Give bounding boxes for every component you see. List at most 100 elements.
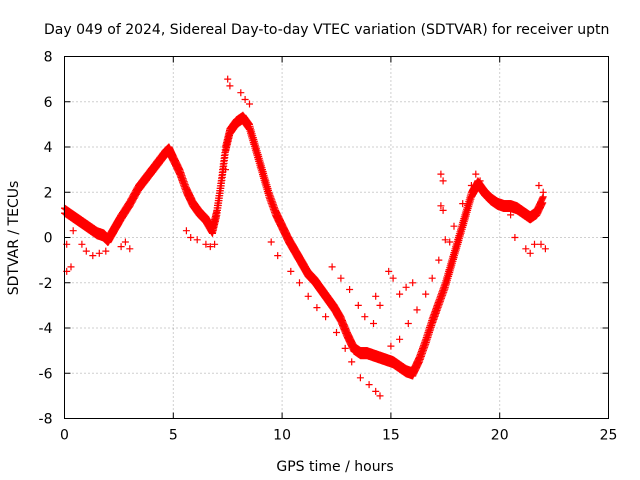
data-point — [511, 234, 519, 241]
data-point — [537, 240, 545, 248]
data-point — [376, 392, 384, 400]
data-point — [337, 274, 345, 282]
chart-title: Day 049 of 2024, Sidereal Day-to-day VTE… — [44, 22, 609, 38]
data-point — [313, 304, 321, 312]
axis-ticks: 0 5 10 15 20 25 -8 -6 -4 -2 0 2 4 6 8 — [39, 50, 618, 444]
data-point — [372, 387, 380, 395]
data-point — [287, 267, 295, 275]
data-point — [328, 263, 336, 271]
data-point — [296, 279, 303, 287]
y-tick-label: -8 — [39, 412, 53, 428]
data-point — [376, 301, 384, 309]
x-tick-label: 5 — [169, 428, 178, 444]
data-point — [346, 286, 354, 293]
data-point — [348, 358, 356, 366]
data-point — [226, 82, 234, 90]
data-point — [222, 166, 229, 174]
data-point — [437, 202, 445, 210]
data-point — [396, 290, 404, 298]
data-point — [522, 245, 530, 253]
data-point — [396, 335, 404, 343]
y-tick-label: 6 — [44, 95, 53, 111]
data-point — [333, 329, 340, 336]
x-tick-label: 0 — [60, 428, 69, 444]
data-point — [422, 290, 430, 298]
data-point — [437, 170, 445, 178]
y-tick-label: 2 — [44, 185, 53, 201]
data-point — [361, 313, 369, 321]
data-point — [404, 320, 412, 327]
y-tick-label: 8 — [44, 50, 53, 66]
data-points — [61, 75, 549, 400]
data-point — [121, 238, 129, 246]
data-point — [237, 89, 245, 97]
y-tick-label: -6 — [39, 366, 53, 382]
data-point — [446, 238, 454, 246]
data-point — [439, 206, 447, 214]
data-point — [304, 292, 312, 300]
data-point — [69, 227, 77, 235]
data-point — [450, 222, 458, 230]
x-tick-label: 20 — [491, 428, 509, 444]
x-tick-label: 25 — [600, 428, 618, 444]
data-point — [193, 236, 201, 244]
data-point — [78, 240, 86, 248]
data-point — [126, 245, 134, 253]
data-point — [541, 245, 549, 253]
data-point — [491, 197, 499, 205]
data-point — [211, 240, 219, 248]
grid-lines — [64, 56, 609, 419]
data-point — [531, 240, 538, 248]
data-point — [539, 199, 547, 207]
data-point — [202, 240, 210, 248]
data-point — [535, 182, 543, 189]
data-point — [372, 292, 380, 300]
data-point — [67, 263, 75, 271]
x-tick-label: 15 — [382, 428, 400, 444]
data-point — [224, 75, 232, 83]
x-tick-label: 10 — [273, 428, 291, 444]
data-point — [102, 247, 110, 255]
data-point — [354, 301, 362, 309]
data-point — [507, 211, 515, 219]
data-point — [365, 381, 373, 389]
data-point — [356, 374, 364, 382]
data-point — [206, 243, 214, 251]
data-point — [476, 177, 484, 185]
data-point — [370, 320, 377, 327]
data-point — [467, 182, 475, 189]
data-point — [274, 252, 282, 260]
data-point — [413, 306, 421, 314]
data-point — [439, 177, 447, 185]
data-point — [182, 227, 190, 235]
data-point — [187, 234, 195, 241]
data-point — [241, 96, 249, 103]
data-point — [441, 236, 449, 244]
y-tick-label: -2 — [39, 276, 53, 292]
y-axis-label: SDTVAR / TECUs — [6, 181, 22, 296]
data-point — [402, 283, 410, 291]
data-point — [526, 249, 534, 257]
data-point — [409, 279, 417, 287]
data-point — [538, 200, 546, 208]
data-point — [246, 100, 253, 108]
y-tick-label: 4 — [44, 140, 53, 156]
data-point — [95, 249, 103, 257]
y-tick-label: -4 — [39, 321, 53, 337]
data-point — [267, 238, 275, 246]
data-point — [387, 342, 395, 350]
data-point — [428, 274, 436, 282]
y-tick-label: 0 — [44, 231, 53, 247]
data-point — [322, 313, 330, 321]
data-point — [472, 170, 480, 178]
data-point — [341, 344, 349, 352]
data-point — [539, 188, 547, 196]
data-point — [117, 243, 125, 251]
data-point — [515, 206, 523, 214]
x-axis-label: GPS time / hours — [276, 459, 393, 475]
data-point — [389, 274, 397, 282]
data-point — [82, 247, 90, 255]
data-point — [89, 252, 97, 260]
data-point — [435, 256, 443, 264]
